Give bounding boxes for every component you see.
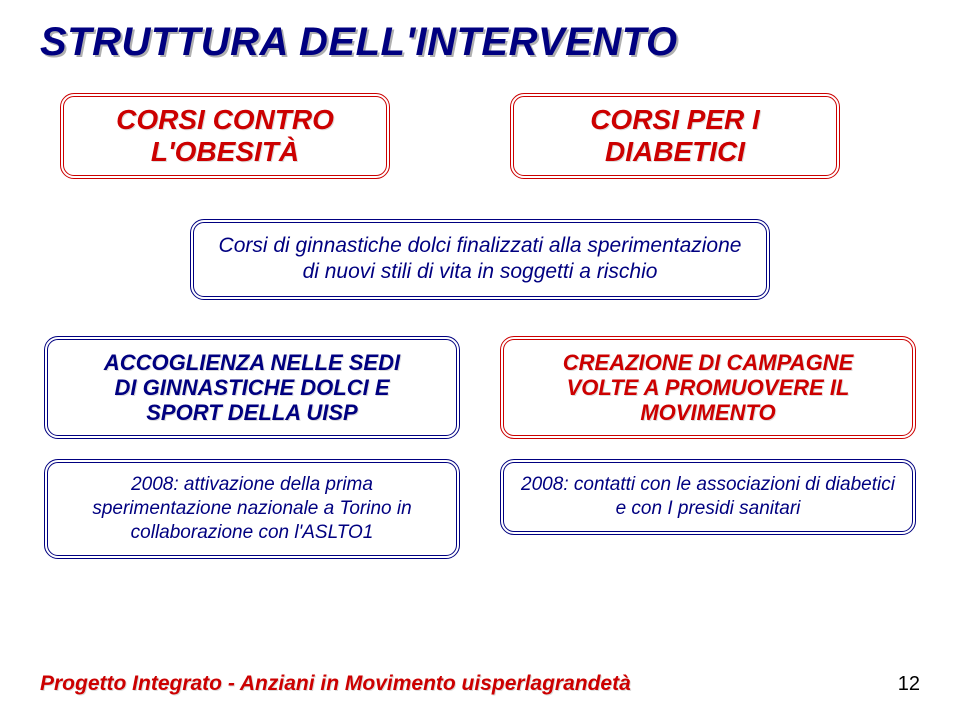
box-2008-right: 2008: contatti con le associazioni di di… xyxy=(500,459,916,535)
box-line: L'OBESITÀ xyxy=(151,136,299,168)
row-bottom: ACCOGLIENZA NELLE SEDI DI GINNASTICHE DO… xyxy=(40,336,920,559)
box-2008-left: 2008: attivazione della prima sperimenta… xyxy=(44,459,460,558)
row-top: CORSI CONTRO L'OBESITÀ CORSI PER I DIABE… xyxy=(40,93,920,179)
box-creazione-campagne: CREAZIONE DI CAMPAGNE VOLTE A PROMUOVERE… xyxy=(500,336,916,440)
box-line: CORSI CONTRO xyxy=(116,104,334,136)
box-description: Corsi di ginnastiche dolci finalizzati a… xyxy=(190,219,770,300)
box-line: MOVIMENTO xyxy=(640,400,775,425)
slide: STRUTTURA DELL'INTERVENTO CORSI CONTRO L… xyxy=(0,0,960,718)
box-line: CORSI PER I xyxy=(590,104,760,136)
box-corsi-diabetici: CORSI PER I DIABETICI xyxy=(510,93,840,179)
column-left: ACCOGLIENZA NELLE SEDI DI GINNASTICHE DO… xyxy=(44,336,460,559)
box-accoglienza: ACCOGLIENZA NELLE SEDI DI GINNASTICHE DO… xyxy=(44,336,460,440)
box-line: CREAZIONE DI CAMPAGNE xyxy=(563,350,854,375)
box-line: VOLTE A PROMUOVERE IL xyxy=(567,375,850,400)
footer: Progetto Integrato - Anziani in Moviment… xyxy=(40,672,920,696)
box-corsi-obesita: CORSI CONTRO L'OBESITÀ xyxy=(60,93,390,179)
box-line: ACCOGLIENZA NELLE SEDI xyxy=(104,350,400,375)
column-right: CREAZIONE DI CAMPAGNE VOLTE A PROMUOVERE… xyxy=(500,336,916,559)
box-line: DI GINNASTICHE DOLCI E xyxy=(114,375,389,400)
footer-text: Progetto Integrato - Anziani in Moviment… xyxy=(40,672,631,696)
slide-title: STRUTTURA DELL'INTERVENTO xyxy=(40,20,920,65)
box-line: SPORT DELLA UISP xyxy=(146,400,357,425)
box-line: DIABETICI xyxy=(605,136,745,168)
page-number: 12 xyxy=(898,673,920,696)
